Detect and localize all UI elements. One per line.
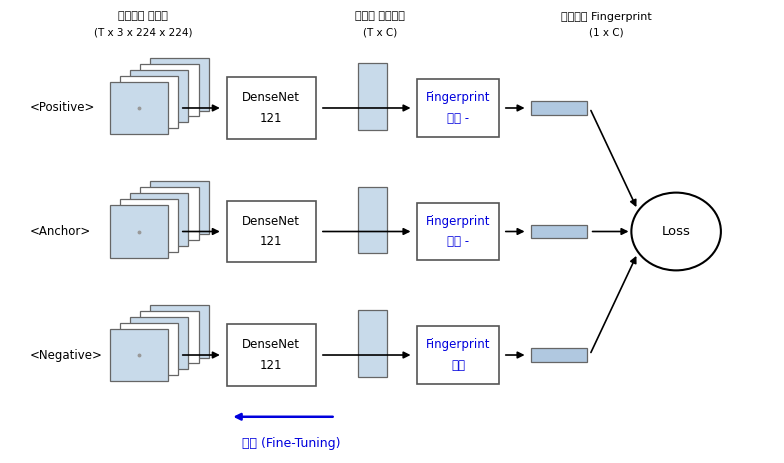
Text: 융합 -: 융합 - <box>447 112 470 125</box>
FancyBboxPatch shape <box>417 203 499 260</box>
FancyBboxPatch shape <box>227 200 316 263</box>
FancyBboxPatch shape <box>532 225 587 238</box>
FancyBboxPatch shape <box>130 317 188 369</box>
Text: <Negative>: <Negative> <box>30 349 103 362</box>
Text: DenseNet: DenseNet <box>242 215 300 228</box>
FancyBboxPatch shape <box>358 187 387 253</box>
Text: Fingerprint: Fingerprint <box>426 338 491 351</box>
Text: 121: 121 <box>260 358 282 372</box>
FancyBboxPatch shape <box>120 76 178 128</box>
FancyBboxPatch shape <box>151 305 209 357</box>
Text: (T x 3 x 224 x 224): (T x 3 x 224 x 224) <box>93 27 192 38</box>
FancyBboxPatch shape <box>532 101 587 115</box>
Ellipse shape <box>631 193 721 270</box>
FancyBboxPatch shape <box>120 323 178 375</box>
FancyBboxPatch shape <box>130 70 188 122</box>
Text: 융합 -: 융합 - <box>447 235 470 248</box>
FancyBboxPatch shape <box>358 310 387 377</box>
FancyBboxPatch shape <box>417 79 499 137</box>
Text: (T x C): (T x C) <box>363 27 397 38</box>
Text: Fingerprint: Fingerprint <box>426 91 491 105</box>
Text: 학습 (Fine-Tuning): 학습 (Fine-Tuning) <box>241 438 340 450</box>
Text: 세그먼트 Fingerprint: 세그먼트 Fingerprint <box>561 12 652 21</box>
Text: DenseNet: DenseNet <box>242 338 300 351</box>
FancyBboxPatch shape <box>110 81 169 134</box>
Text: 샘플링된 프레임: 샘플링된 프레임 <box>118 12 168 21</box>
FancyBboxPatch shape <box>227 77 316 139</box>
FancyBboxPatch shape <box>151 181 209 234</box>
FancyBboxPatch shape <box>140 311 198 363</box>
Text: 121: 121 <box>260 112 282 125</box>
FancyBboxPatch shape <box>151 58 209 111</box>
Text: 융합: 융합 <box>451 358 465 372</box>
FancyBboxPatch shape <box>130 194 188 246</box>
FancyBboxPatch shape <box>140 64 198 117</box>
Text: 121: 121 <box>260 235 282 248</box>
FancyBboxPatch shape <box>532 348 587 362</box>
FancyBboxPatch shape <box>358 63 387 130</box>
FancyBboxPatch shape <box>120 199 178 252</box>
Text: Fingerprint: Fingerprint <box>426 215 491 228</box>
FancyBboxPatch shape <box>140 188 198 240</box>
Text: <Anchor>: <Anchor> <box>30 225 91 238</box>
Text: <Positive>: <Positive> <box>30 101 96 114</box>
Text: Loss: Loss <box>662 225 691 238</box>
Text: DenseNet: DenseNet <box>242 91 300 105</box>
FancyBboxPatch shape <box>110 329 169 382</box>
FancyBboxPatch shape <box>417 326 499 384</box>
Text: 프레임 특징백터: 프레임 특징백터 <box>355 12 405 21</box>
FancyBboxPatch shape <box>227 324 316 386</box>
FancyBboxPatch shape <box>110 205 169 258</box>
Text: (1 x C): (1 x C) <box>589 27 623 38</box>
